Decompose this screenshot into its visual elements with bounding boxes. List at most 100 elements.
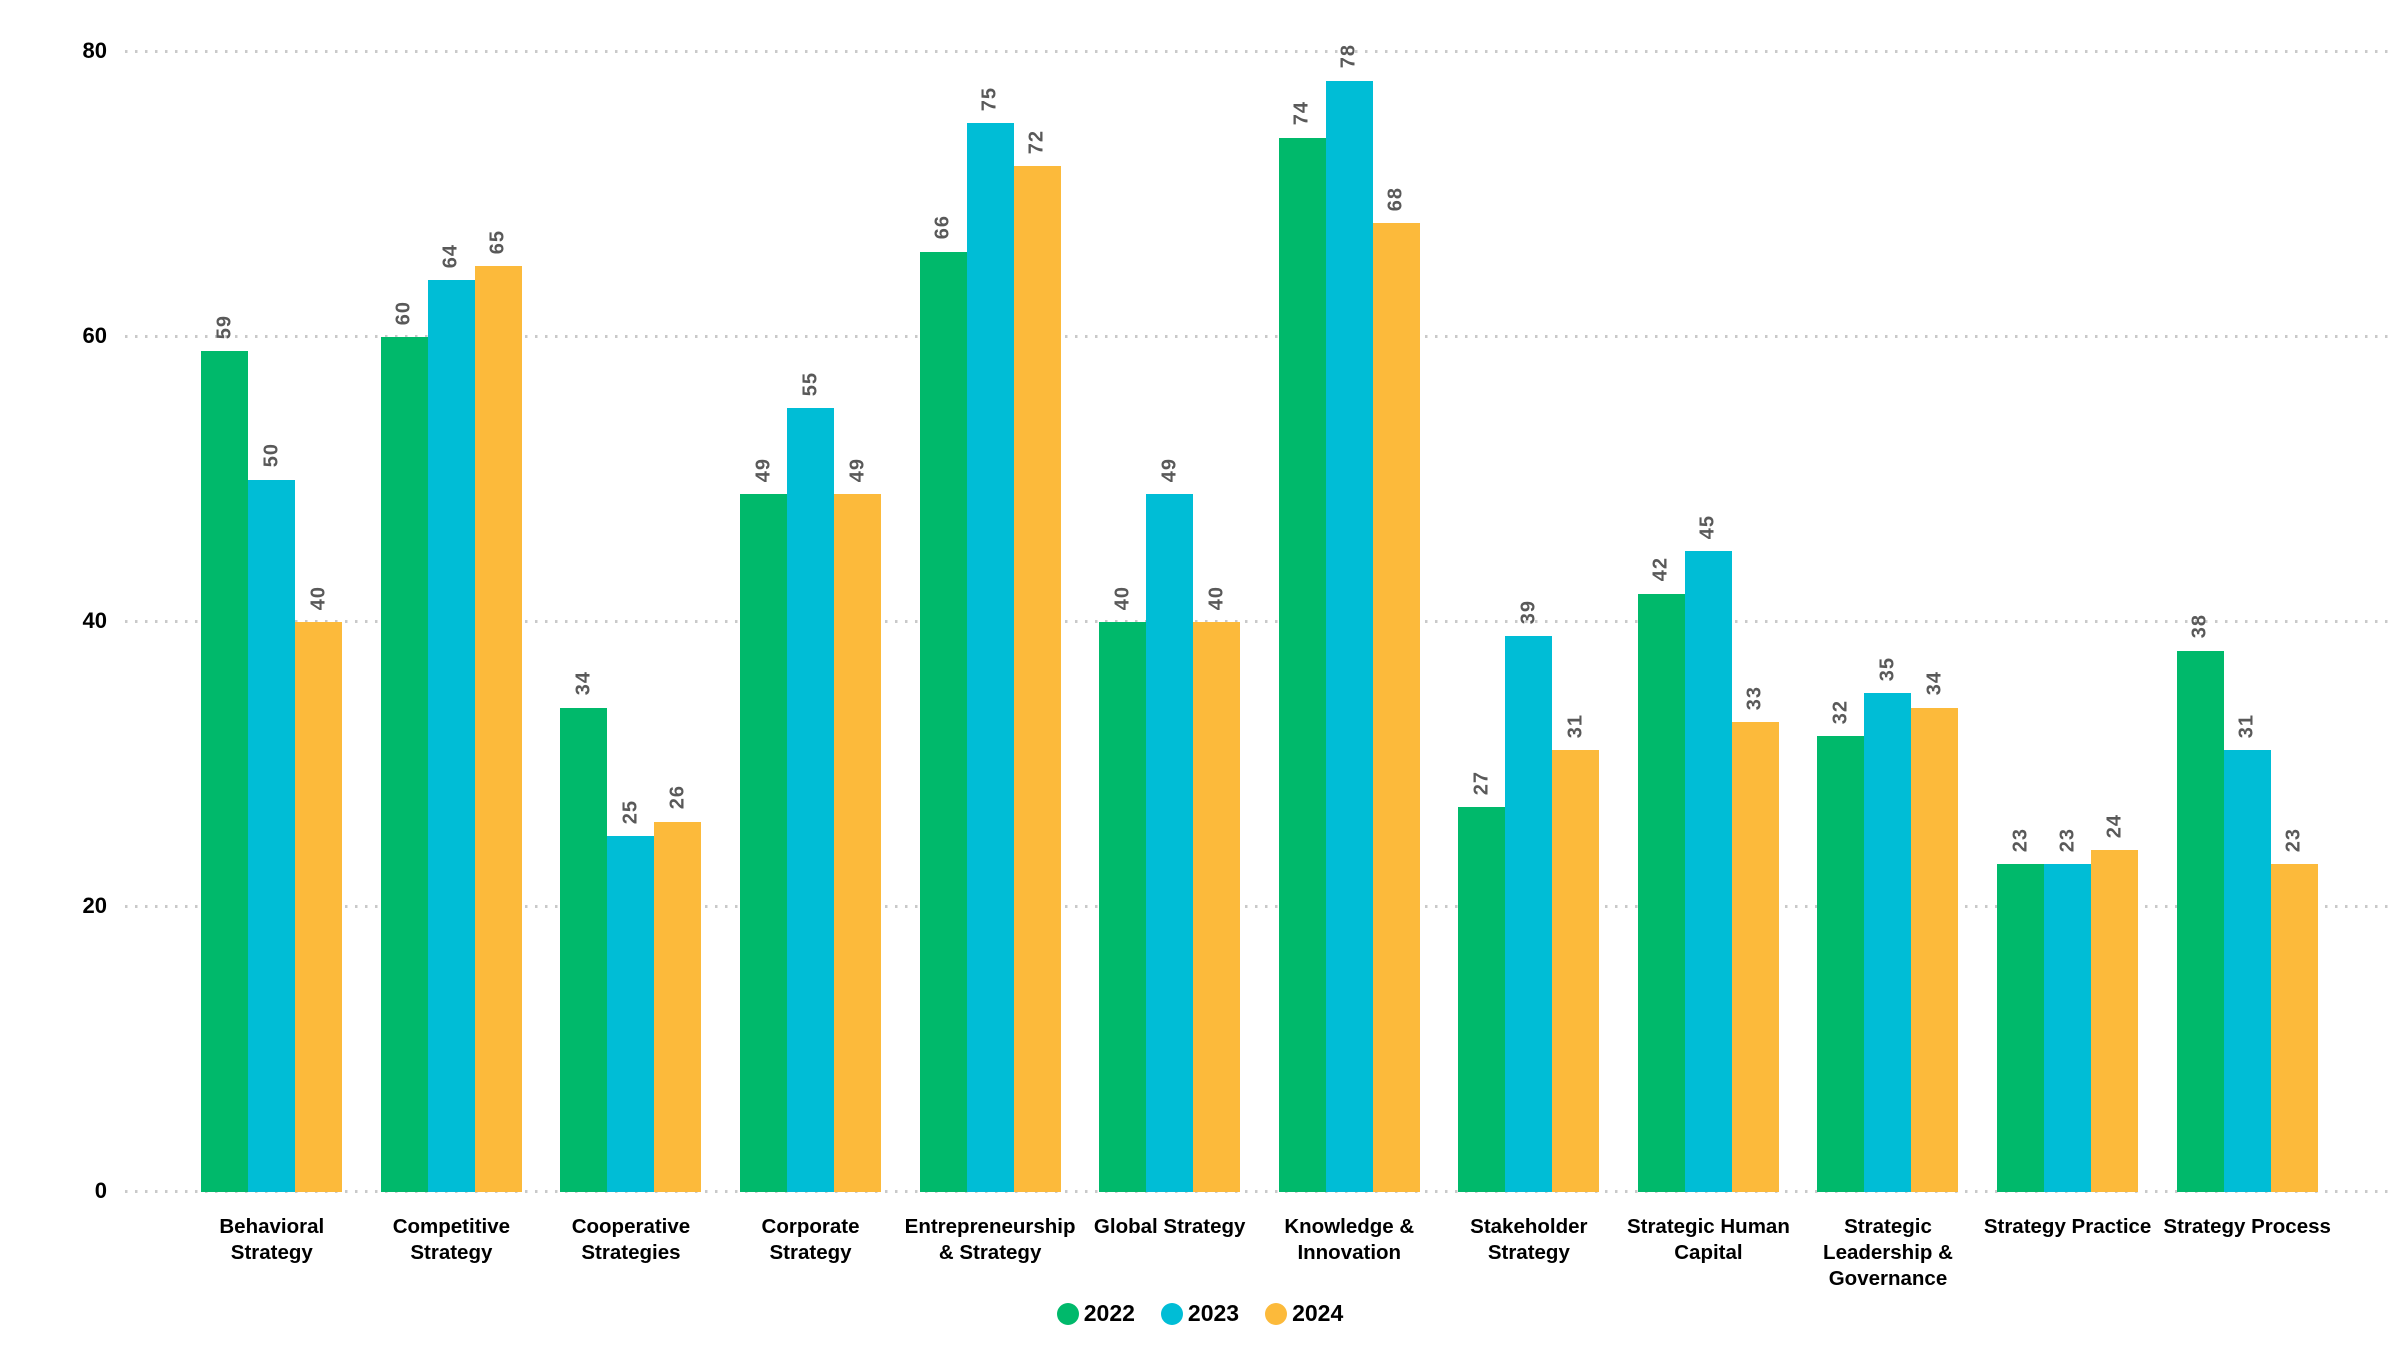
bar-2022-entrepreneurship-strategy: 66 (919, 215, 967, 1192)
legend-label: 2024 (1292, 1300, 1344, 1326)
bar-2023-strategic-human-capital: 45 (1684, 515, 1732, 1192)
bar-group-strategic-leadership-governance: 32 35 34 (1798, 657, 1978, 1192)
bar-value-label: 59 (213, 315, 236, 340)
bar-value-label: 26 (666, 785, 689, 810)
bar-slot: 40 (1193, 586, 1241, 1192)
category-label-line: Behavioral (219, 1215, 325, 1238)
bar-slot: 66 (919, 215, 967, 1192)
bar-value-label: 40 (307, 585, 330, 610)
bar-value-label: 55 (799, 372, 822, 397)
category-labels-row: Behavioral Strategy Competitive Strategy Coo… (182, 1214, 2337, 1292)
bar-slot: 45 (1684, 515, 1732, 1192)
bar-slot: 26 (654, 785, 702, 1192)
plot-area: 59 50 40 60 64 65 34 25 26 49 55 49 66 75 72 40 49 40 74 78… (83, 20, 2394, 1203)
bar-group-stakeholder-strategy: 27 39 31 (1439, 600, 1619, 1192)
bar-value-label: 78 (1337, 44, 1360, 69)
category-label-entrepreneurship-strategy: Entrepreneurship & Strategy (900, 1214, 1080, 1292)
bar-value-label: 39 (1517, 600, 1540, 625)
bar-slot: 75 (966, 87, 1014, 1192)
bar-2022-strategy-process: 38 (2176, 614, 2224, 1192)
bar-2022-cooperative-strategies: 34 (560, 671, 608, 1192)
gridline (125, 620, 2394, 623)
category-label-strategic-leadership-governance: Strategic Leadership & Governance (1798, 1214, 1978, 1292)
category-label-knowledge-innovation: Knowledge & Innovation (1259, 1214, 1439, 1292)
category-label-line: Strategy (1487, 1241, 1570, 1264)
bar-2024-behavioral-strategy: 40 (295, 586, 343, 1192)
bar-slot: 23 (2044, 828, 2092, 1192)
bar-slot: 55 (787, 372, 835, 1192)
category-label-strategy-practice: Strategy Practice (1978, 1214, 2158, 1292)
bar-2023-competitive-strategy: 64 (427, 244, 475, 1192)
bar-slot: 78 (1325, 44, 1373, 1192)
bar-slot: 49 (1146, 458, 1194, 1192)
bar-value-label: 23 (2056, 828, 2079, 853)
bar-value-label: 33 (1743, 685, 1766, 710)
bar-2023-corporate-strategy: 55 (787, 372, 835, 1192)
bar-value-label: 31 (2235, 714, 2258, 739)
category-label-line: Strategy Practice (1983, 1215, 2152, 1238)
bar-group-strategic-human-capital: 42 45 33 (1619, 515, 1799, 1192)
bar-2023-stakeholder-strategy: 39 (1505, 600, 1553, 1192)
category-label-competitive-strategy: Competitive Strategy (362, 1214, 542, 1292)
gridline (125, 335, 2394, 338)
bar-2022-strategy-practice: 23 (1997, 828, 2045, 1192)
bar-2024-stakeholder-strategy: 31 (1552, 714, 1600, 1192)
category-label-stakeholder-strategy: Stakeholder Strategy (1439, 1214, 1619, 1292)
bar-value-label: 32 (1829, 699, 1852, 724)
bar-value-label: 68 (1384, 186, 1407, 211)
bar-2023-strategic-leadership-governance: 35 (1864, 657, 1912, 1192)
bar-slot: 42 (1637, 557, 1685, 1192)
y-axis-tick-label: 40 (82, 608, 107, 633)
bar-2024-strategic-human-capital: 33 (1731, 686, 1779, 1192)
bar-slot: 31 (1552, 714, 1600, 1192)
bar-slot: 49 (834, 458, 882, 1192)
bar-slot: 33 (1731, 686, 1779, 1192)
bar-value-label: 40 (1205, 585, 1228, 610)
bar-slot: 34 (560, 671, 608, 1192)
category-label-line: Knowledge & (1284, 1215, 1415, 1238)
bar-slot: 27 (1458, 771, 1506, 1192)
bar-value-label: 24 (2103, 813, 2126, 838)
category-label-line: Global Strategy (1093, 1215, 1246, 1238)
legend-label: 2023 (1187, 1300, 1240, 1326)
bar-slot: 31 (2223, 714, 2271, 1192)
bar-value-label: 65 (486, 229, 509, 254)
legend-swatch-icon (1265, 1302, 1288, 1325)
bar-2024-strategic-leadership-governance: 34 (1911, 671, 1959, 1192)
bar-slot: 25 (607, 800, 655, 1192)
bar-2023-knowledge-innovation: 78 (1325, 44, 1373, 1192)
bar-value-label: 31 (1564, 714, 1587, 739)
category-label-line: Competitive (392, 1215, 511, 1238)
bar-value-label: 34 (572, 671, 595, 696)
bar-group-cooperative-strategies: 34 25 26 (541, 671, 721, 1192)
category-label-line: Strategic Human (1626, 1215, 1790, 1238)
bar-value-label: 72 (1025, 129, 1048, 154)
bar-2022-strategic-leadership-governance: 32 (1817, 700, 1865, 1192)
bar-2024-strategy-practice: 24 (2091, 814, 2139, 1192)
bar-slot: 24 (2091, 814, 2139, 1192)
bar-value-label: 45 (1696, 514, 1719, 539)
bar-value-label: 25 (619, 799, 642, 824)
bar-value-label: 49 (1158, 457, 1181, 482)
category-label-line: Entrepreneurship (904, 1215, 1076, 1238)
bar-2023-cooperative-strategies: 25 (607, 800, 655, 1192)
bar-2022-behavioral-strategy: 59 (201, 315, 249, 1192)
bar-slot: 60 (380, 301, 428, 1192)
bar-group-entrepreneurship-strategy: 66 75 72 (900, 87, 1080, 1192)
bar-value-label: 49 (752, 457, 775, 482)
category-label-cooperative-strategies: Cooperative Strategies (541, 1214, 721, 1292)
bar-value-label: 60 (392, 300, 415, 325)
bar-group-strategy-practice: 23 23 24 (1978, 814, 2158, 1192)
bar-slot: 34 (1911, 671, 1959, 1192)
bar-group-knowledge-innovation: 74 78 68 (1259, 44, 1439, 1192)
bar-value-label: 23 (2009, 828, 2032, 853)
y-axis-tick-label: 0 (94, 1178, 107, 1203)
bar-2023-entrepreneurship-strategy: 75 (966, 87, 1014, 1192)
gridline (125, 1190, 2394, 1193)
bar-2024-corporate-strategy: 49 (834, 458, 882, 1192)
bar-value-label: 34 (1923, 671, 1946, 696)
bar-value-label: 23 (2282, 828, 2305, 853)
legend: 2022 2023 2024 (0, 1300, 2400, 1327)
bar-slot: 23 (2270, 828, 2318, 1192)
